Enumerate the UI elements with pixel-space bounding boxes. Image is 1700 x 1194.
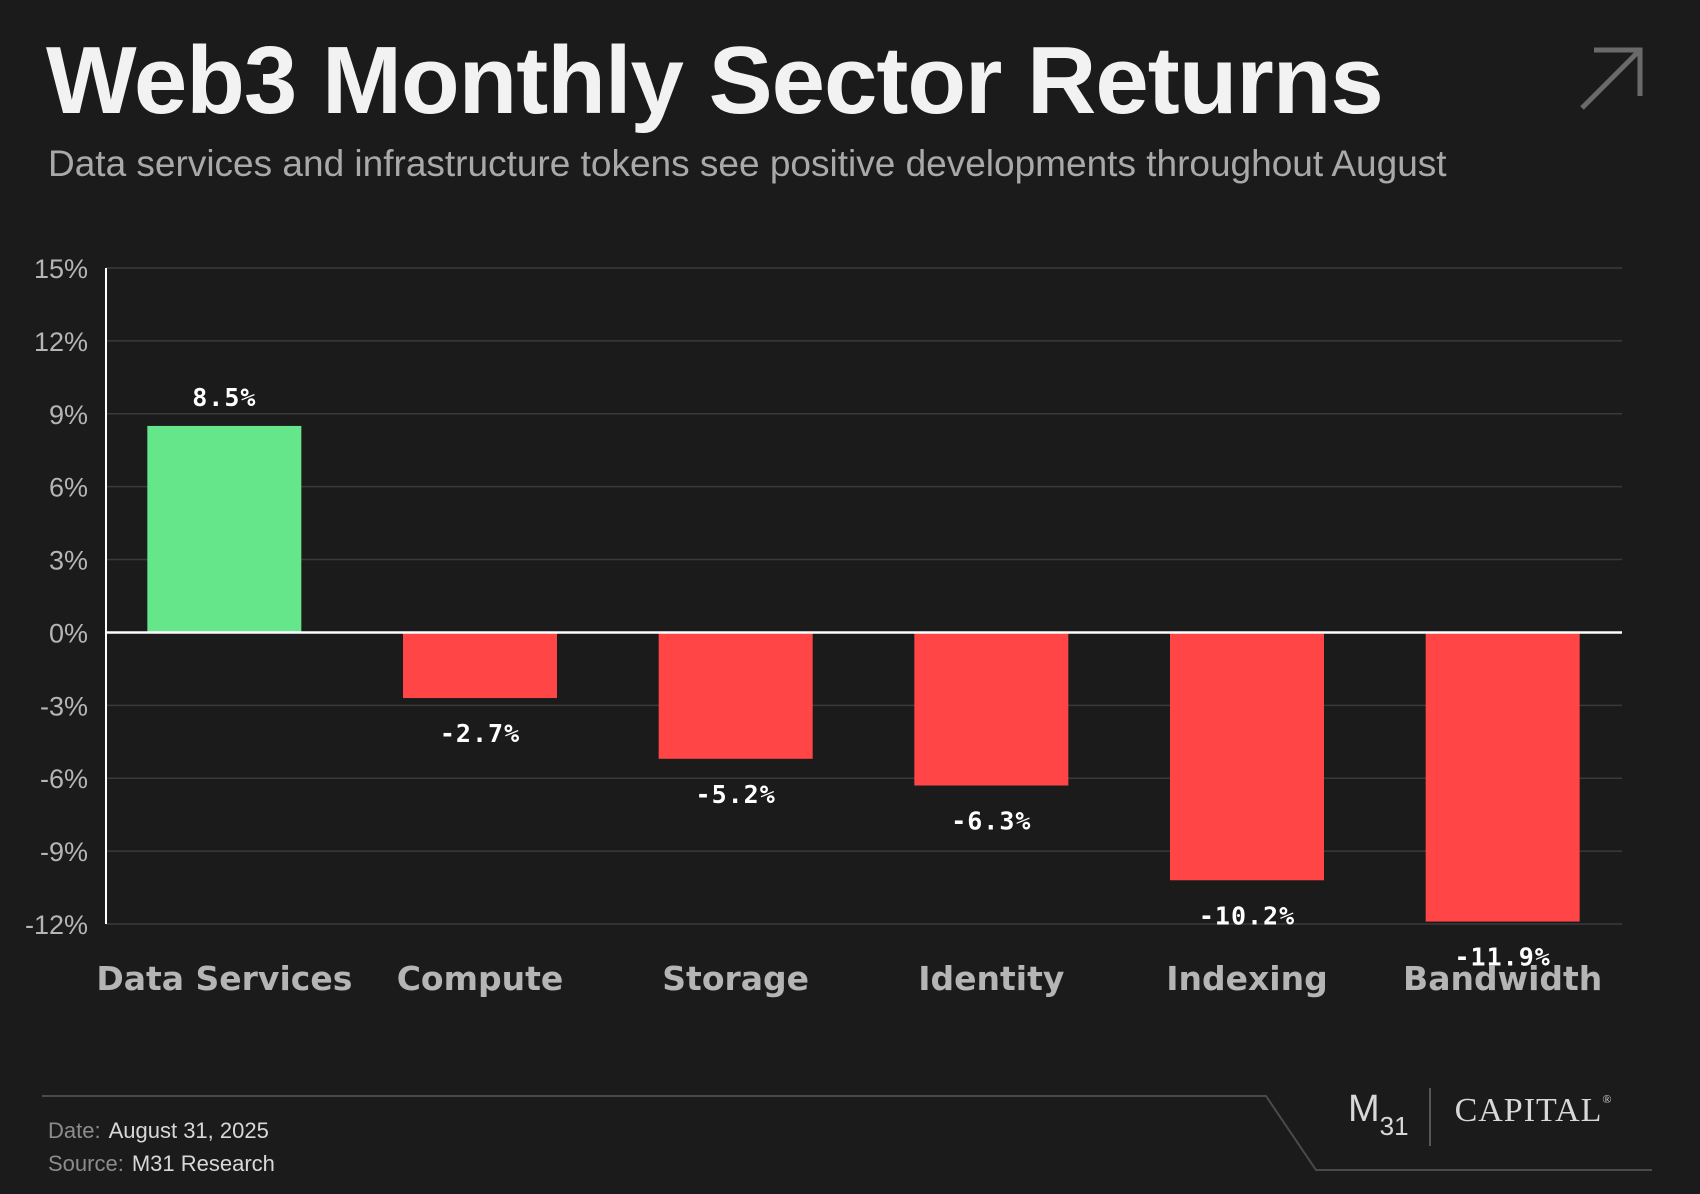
x-tick-label: Indexing bbox=[1166, 959, 1328, 998]
logo-registered: ® bbox=[1602, 1091, 1612, 1106]
logo-sub: 31 bbox=[1379, 1111, 1409, 1141]
chart-title: Web3 Monthly Sector Returns bbox=[46, 27, 1384, 134]
logo-capital: CAPITAL bbox=[1454, 1092, 1603, 1129]
date-value: August 31, 2025 bbox=[108, 1118, 269, 1143]
y-tick-label: 0% bbox=[49, 618, 88, 648]
data-label: -11.9% bbox=[1455, 943, 1551, 972]
x-tick-label: Bandwidth bbox=[1403, 959, 1602, 998]
bar bbox=[658, 632, 813, 759]
data-label: -2.7% bbox=[440, 719, 520, 748]
arrow-up-right-icon bbox=[1580, 47, 1643, 110]
chart-subtitle: Data services and infrastructure tokens … bbox=[48, 143, 1447, 184]
footer-source: Source: M31 Research bbox=[48, 1151, 275, 1177]
footer-date: Date: August 31, 2025 bbox=[48, 1118, 269, 1144]
y-tick-label: 6% bbox=[49, 473, 88, 503]
bar bbox=[1425, 632, 1580, 922]
y-tick-label: 3% bbox=[49, 546, 88, 576]
x-tick-label: Data Services bbox=[96, 959, 352, 998]
y-tick-label: 12% bbox=[34, 327, 88, 357]
y-tick-label: 9% bbox=[49, 400, 88, 430]
data-label: 8.5% bbox=[192, 383, 256, 412]
bar bbox=[914, 632, 1069, 786]
bar bbox=[1170, 632, 1324, 881]
y-tick-label: -12% bbox=[25, 910, 88, 940]
data-label: -10.2% bbox=[1199, 901, 1295, 930]
source-label: Source: bbox=[48, 1151, 124, 1176]
x-tick-label: Storage bbox=[662, 959, 809, 998]
y-tick-label: -9% bbox=[40, 837, 88, 867]
y-tick-label: 15% bbox=[34, 254, 88, 284]
y-tick-label: -6% bbox=[40, 764, 88, 794]
bar bbox=[403, 632, 557, 699]
date-label: Date: bbox=[48, 1118, 101, 1143]
x-tick-label: Compute bbox=[397, 959, 564, 998]
data-label: -6.3% bbox=[951, 807, 1031, 836]
bar bbox=[147, 425, 302, 633]
y-tick-label: -3% bbox=[40, 691, 88, 721]
x-tick-label: Identity bbox=[918, 959, 1064, 998]
m31-capital-logo: M31 CAPITAL® bbox=[1348, 1088, 1612, 1141]
logo-m: M bbox=[1348, 1088, 1380, 1130]
data-label: -5.2% bbox=[696, 780, 776, 809]
source-value: M31 Research bbox=[131, 1151, 275, 1176]
